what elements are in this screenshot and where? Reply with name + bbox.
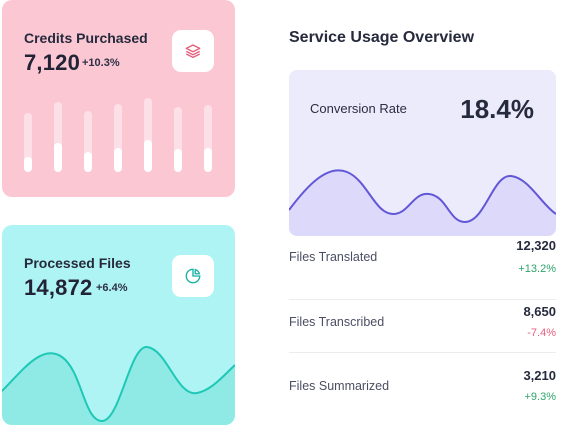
credits-bar-track xyxy=(84,111,92,172)
row-value: 3,210 xyxy=(523,368,556,383)
credits-bar xyxy=(54,143,62,172)
credits-bar-track xyxy=(114,104,122,172)
conversion-value: 18.4% xyxy=(460,94,534,124)
files-wave-chart xyxy=(2,346,235,425)
list-item-files-translated[interactable]: Files Translated 12,320 +13.2% xyxy=(289,236,556,300)
credits-bar xyxy=(24,157,32,172)
conversion-label: Conversion Rate xyxy=(310,101,407,116)
row-value: 12,320 xyxy=(516,238,556,253)
conversion-wave-line xyxy=(289,169,556,224)
files-title: Processed Files xyxy=(24,255,131,271)
list-item-files-transcribed[interactable]: Files Transcribed 8,650 -7.4% xyxy=(289,289,556,353)
conversion-wave-fill xyxy=(289,170,556,236)
credits-bar-track xyxy=(204,105,212,172)
row-label: Files Summarized xyxy=(289,379,390,393)
layers-icon xyxy=(185,44,201,59)
files-wave-line xyxy=(2,346,235,423)
files-wave-fill xyxy=(2,346,235,425)
credits-bar-track xyxy=(54,102,62,172)
conversion-wave-chart xyxy=(289,169,556,236)
credits-title: Credits Purchased xyxy=(24,30,148,46)
credits-bar xyxy=(204,148,212,172)
row-label: Files Translated xyxy=(289,250,378,264)
row-delta: +9.3% xyxy=(524,391,557,403)
credits-bar-track xyxy=(174,107,182,172)
credits-value: 7,120 xyxy=(24,50,81,75)
credits-bar xyxy=(144,140,152,172)
credits-card: Credits Purchased 7,120 +10.3% xyxy=(2,0,235,197)
credits-icon-button[interactable] xyxy=(172,30,214,72)
credits-bar-chart xyxy=(24,96,216,172)
credits-delta: +10.3% xyxy=(82,57,120,69)
files-card: Processed Files 14,872 +6.4% xyxy=(2,225,235,425)
pie-chart-icon xyxy=(185,268,201,284)
row-delta: +13.2% xyxy=(518,263,556,275)
files-icon-button[interactable] xyxy=(172,255,214,297)
credits-bar xyxy=(84,152,92,172)
overview-title: Service Usage Overview xyxy=(289,29,475,46)
list-item-files-summarized[interactable]: Files Summarized 3,210 +9.3% xyxy=(289,353,556,417)
row-value: 8,650 xyxy=(523,304,556,319)
row-label: Files Transcribed xyxy=(289,315,385,329)
credits-bar-track xyxy=(144,98,152,172)
conversion-card: Conversion Rate 18.4% xyxy=(289,70,556,236)
credits-bar xyxy=(174,149,182,172)
row-delta: -7.4% xyxy=(527,327,556,339)
credits-bar xyxy=(114,148,122,172)
credits-bar-track xyxy=(24,113,32,172)
files-delta: +6.4% xyxy=(96,282,128,294)
files-value: 14,872 xyxy=(24,275,93,300)
